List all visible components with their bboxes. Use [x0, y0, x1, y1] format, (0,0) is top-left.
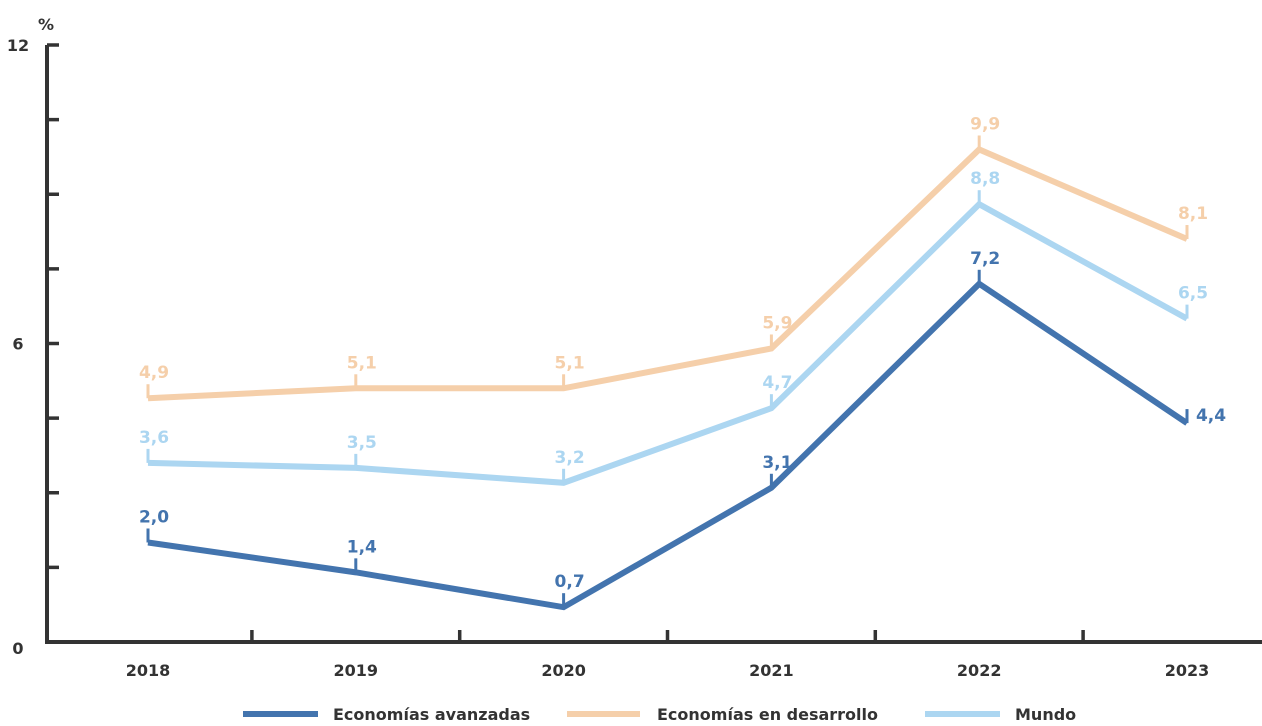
data-label-mundo: 8,8: [970, 169, 1000, 189]
axes: 0 6 12 2018 2019 2020 2021 2022 2023: [7, 36, 1262, 680]
x-tick-label: 2019: [334, 661, 379, 680]
data-label-economias-avanzadas: 1,4: [347, 537, 377, 557]
legend: Economías avanzadas Economías en desarrol…: [243, 705, 1076, 724]
series-line-economias-en-desarrollo: [147, 145, 1189, 402]
legend-label-economias-avanzadas: Economías avanzadas: [333, 705, 530, 724]
data-labels: 4,9 5,1 5,1 5,9 9,9 8,1 3,6 3,5 3,2 4,7 8,8 6,5 2,0 1…: [139, 114, 1226, 592]
data-label-economias-en-desarrollo: 5,1: [555, 353, 585, 373]
x-tick-label: 2018: [126, 661, 171, 680]
data-label-mundo: 4,7: [762, 373, 792, 393]
y-tick-label: 0: [12, 639, 23, 658]
data-label-economias-en-desarrollo: 8,1: [1178, 204, 1208, 224]
series-line-mundo: [147, 200, 1189, 486]
legend-label-mundo: Mundo: [1015, 705, 1076, 724]
data-label-mundo: 3,5: [347, 433, 377, 453]
data-label-economias-avanzadas: 4,4: [1196, 406, 1226, 426]
x-tick-label: 2023: [1165, 661, 1210, 680]
data-label-economias-avanzadas: 0,7: [555, 572, 585, 592]
series-line-economias-avanzadas: [147, 279, 1189, 611]
data-label-economias-en-desarrollo: 5,9: [762, 313, 792, 333]
series-group: [146, 135, 1189, 611]
data-label-economias-en-desarrollo: 9,9: [970, 114, 1000, 134]
data-label-mundo: 6,5: [1178, 284, 1208, 304]
data-label-economias-en-desarrollo: 4,9: [139, 363, 169, 383]
x-tick-label: 2022: [957, 661, 1002, 680]
y-tick-label: 6: [12, 335, 23, 354]
data-label-economias-avanzadas: 2,0: [139, 508, 169, 528]
data-label-economias-avanzadas: 3,1: [762, 453, 792, 473]
x-tick-label: 2020: [541, 661, 586, 680]
x-tick-label: 2021: [749, 661, 794, 680]
data-label-mundo: 3,6: [139, 428, 169, 448]
y-unit-label: %: [38, 15, 54, 34]
data-label-mundo: 3,2: [555, 448, 585, 468]
data-label-economias-avanzadas: 7,2: [970, 249, 1000, 269]
y-tick-label: 12: [7, 36, 29, 55]
legend-label-economias-en-desarrollo: Economías en desarrollo: [657, 705, 878, 724]
data-label-economias-en-desarrollo: 5,1: [347, 353, 377, 373]
